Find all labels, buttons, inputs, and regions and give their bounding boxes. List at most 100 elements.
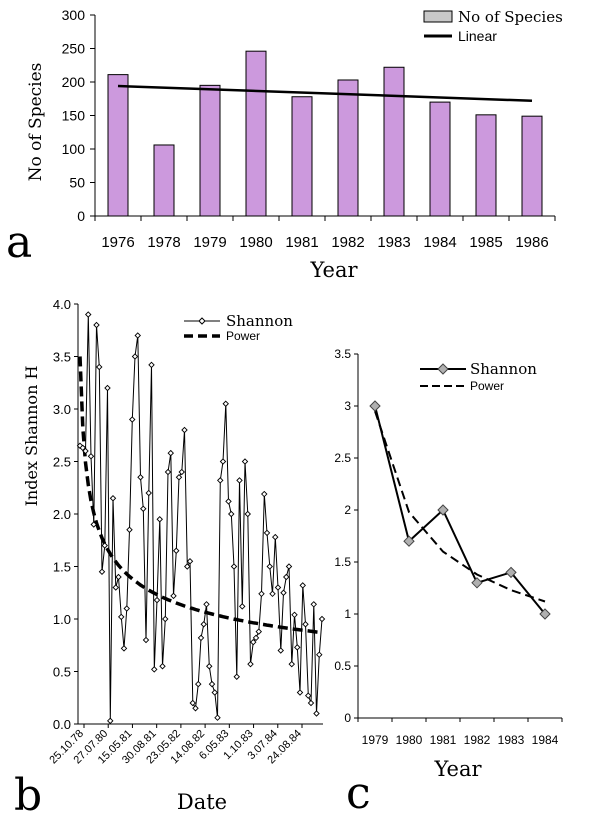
chart-c-point [437,504,449,516]
chart-b-y-tick-label: 4.0 [53,297,71,312]
chart-a-x-tick-label: 1984 [423,234,456,251]
chart-b-point [217,477,224,484]
chart-b-point [90,521,97,528]
chart-c-point [369,400,381,412]
chart-a-trendline [117,84,533,103]
chart-b-point [126,526,133,533]
chart-b-trendline [78,356,323,635]
chart-b-point [280,589,287,596]
chart-c-point [471,577,483,589]
chart-b-point [137,474,144,481]
chart-a-x-tick-label: 1979 [193,234,226,251]
chart-b-point [318,615,326,623]
chart-b-point [192,705,199,712]
chart-c-x-tick-label: 1981 [430,733,457,747]
chart-b-point [230,563,238,570]
chart-b-point [153,596,161,604]
chart-b-y-axis-label: Index Shannon H [22,366,41,507]
chart-b-point [269,590,276,598]
chart-c-x-tick-label: 1984 [532,733,559,747]
chart-a-legend-swatch [423,10,453,23]
chart-b-point [302,621,309,628]
chart-a-x-tick-label: 1985 [469,234,502,251]
chart-c-legend-label-series: Shannon [470,360,537,378]
chart-b-point [142,636,150,644]
chart-b-point [140,505,147,512]
chart-b-point [236,477,243,484]
chart-c-y-tick-label: 3.5 [334,347,351,361]
chart-b-point [274,584,282,591]
chart-b-point [109,495,117,502]
chart-b-point [211,689,218,696]
chart-a-x-tick-label: 1983 [377,234,410,251]
chart-b-point [85,311,92,318]
chart-a-bar [107,74,129,217]
chart-a-legend-label-series: No of Species [458,8,563,26]
chart-b-point [131,353,139,360]
chart-a: No of Species Year No of Species Linear … [26,7,563,282]
chart-b-point [134,332,141,339]
chart-b-point [255,628,262,635]
chart-a-y-tick-label: 50 [69,175,85,191]
chart-b-point [129,416,136,423]
chart-c-x-tick-label: 1983 [498,733,525,747]
chart-a-x-tick-label: 1976 [101,234,134,251]
chart-a-bar [337,79,359,217]
chart-a-y-tick-label: 200 [62,74,86,90]
chart-b-legend-label-series: Shannon [226,312,293,330]
chart-b-point [101,542,108,549]
chart-b-point [96,363,103,371]
chart-b-y-tick-label: 1.0 [53,612,71,627]
chart-b-point [120,645,128,652]
chart-b-point [162,615,169,623]
chart-b-point [263,529,271,537]
chart-c-x-tick-label: 1982 [464,733,491,747]
chart-b-point [167,449,174,457]
chart-c-x-axis-label: Year [433,757,482,781]
chart-b-y-tick-label: 0.0 [53,717,71,732]
panel-label-a: a [6,217,32,268]
chart-a-x-axis-label: Year [309,258,358,282]
chart-a-x-tick-label: 1978 [147,234,180,251]
chart-b-point [307,699,315,707]
chart-c-y-tick-label: 0 [344,711,351,725]
chart-b-point [208,680,216,688]
chart-a-bar [291,96,313,217]
chart-b-x-axis-label: Date [177,790,227,814]
chart-b: Index Shannon H Date Shannon Power 0.0 0.… [22,297,326,814]
chart-a-bar [383,66,405,217]
chart-c-legend-label-trend: Power [470,379,504,393]
chart-b-y-tick-label: 3.0 [53,402,71,417]
chart-b-point [277,647,284,654]
chart-b-point [283,573,290,581]
panel-label-b: b [14,770,42,821]
chart-b-y-tick-label: 0.5 [53,665,71,680]
chart-b-point [156,516,163,523]
chart-b-point [181,426,188,434]
chart-b-point [112,584,119,591]
chart-a-x-tick-label: 1986 [515,234,548,251]
chart-b-point [233,673,240,680]
chart-a-bar [429,101,451,217]
chart-a-y-tick-label: 300 [62,7,86,23]
chart-b-point [79,444,86,452]
chart-c-y-tick-label: 1.5 [334,555,351,569]
chart-b-point [203,601,210,608]
chart-b-point [148,361,155,369]
chart-b-point [186,558,194,565]
chart-b-point [258,590,265,598]
chart-b-point [189,699,196,707]
chart-b-point [118,613,125,621]
chart-c-series-line [374,405,546,615]
chart-b-point [266,563,273,570]
chart-b-point [184,563,191,570]
chart-c-y-tick-label: 0.5 [334,659,351,673]
chart-c-y-tick-label: 1 [344,607,351,621]
chart-b-point [195,680,202,688]
chart-c-y-tick-label: 2 [344,503,351,517]
chart-b-point [225,498,232,505]
chart-b-point [222,400,229,407]
chart-b-point [272,533,279,541]
chart-a-bar [153,144,175,217]
